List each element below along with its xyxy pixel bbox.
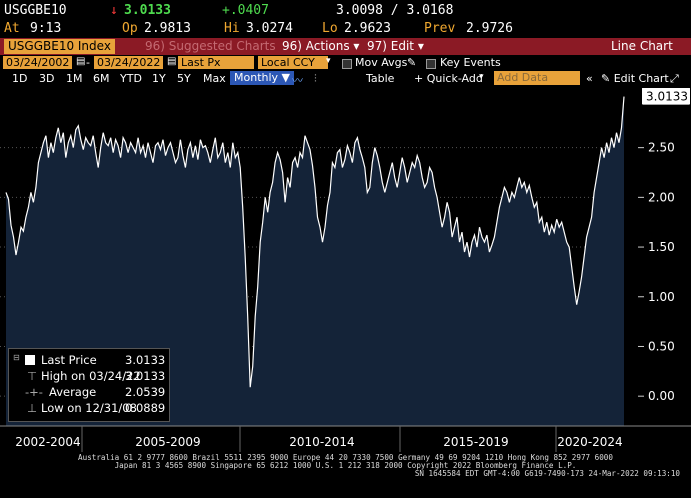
end-date-field[interactable]: 03/24/2022 bbox=[94, 56, 164, 69]
collapse-icon[interactable]: « bbox=[586, 72, 593, 85]
legend-last-value: 3.0133 bbox=[125, 353, 166, 367]
key-events-label: Key Events bbox=[440, 56, 501, 69]
candle-icon[interactable]: ⫶ bbox=[314, 72, 317, 85]
calendar-icon[interactable]: ▤ bbox=[76, 56, 86, 67]
down-arrow-icon: ↓ bbox=[110, 3, 118, 18]
prev-label: Prev bbox=[424, 21, 456, 36]
high-marker-icon: ⊤ bbox=[27, 369, 38, 383]
series-swatch bbox=[25, 355, 35, 365]
frequency-select[interactable]: Monthly ▼ bbox=[230, 71, 295, 85]
chevron-down-icon[interactable]: ▾ bbox=[326, 56, 331, 66]
legend-last-label: Last Price bbox=[41, 353, 97, 367]
chevron-down-icon[interactable]: ▾ bbox=[479, 72, 484, 82]
security-field[interactable]: USGGBE10 Index bbox=[4, 39, 115, 54]
legend-high-label: High on 03/24/22 bbox=[41, 369, 141, 383]
period-1d[interactable]: 1D bbox=[12, 72, 28, 85]
y-tick-label: 2.00 bbox=[648, 190, 675, 204]
edit-menu[interactable]: 97) Edit ▾ bbox=[367, 39, 424, 53]
menu-bar bbox=[0, 38, 691, 55]
period-1y[interactable]: 1Y bbox=[152, 72, 166, 85]
legend-low-value: 0.0889 bbox=[125, 401, 166, 415]
period-ytd[interactable]: YTD bbox=[120, 72, 142, 85]
expand-icon[interactable]: ⤢ bbox=[670, 72, 679, 85]
period-max[interactable]: Max bbox=[203, 72, 226, 85]
legend-high-value: 3.0133 bbox=[125, 369, 166, 383]
bid-ask: 3.0098 / 3.0168 bbox=[336, 3, 454, 18]
actions-label: 96) Actions bbox=[282, 39, 350, 53]
mov-avgs-label: Mov Avgs bbox=[355, 56, 408, 69]
legend-high: ⊤ High on 03/24/22 3.0133 bbox=[9, 369, 169, 384]
table-button[interactable]: Table bbox=[366, 72, 395, 85]
net-change: +.0407 bbox=[222, 3, 269, 18]
currency-select[interactable]: Local CCY bbox=[258, 56, 328, 69]
last-price: 3.0133 bbox=[124, 3, 171, 18]
last-value-box bbox=[642, 88, 690, 105]
actions-menu[interactable]: 96) Actions ▾ bbox=[282, 39, 360, 53]
legend-low-label: Low on 12/31/08 bbox=[41, 401, 137, 415]
key-events-checkbox[interactable] bbox=[426, 59, 436, 69]
chart-type-label: Line Chart bbox=[611, 39, 673, 53]
y-tick-label: 2.50 bbox=[648, 141, 675, 155]
area-fill bbox=[6, 96, 624, 426]
high-label: Hi bbox=[224, 21, 240, 36]
low-marker-icon: ⊥ bbox=[27, 401, 38, 415]
field-select[interactable]: Last Px bbox=[178, 56, 254, 69]
collapse-legend-icon[interactable]: ⊟ bbox=[13, 353, 20, 362]
prev-value: 2.9726 bbox=[466, 21, 513, 36]
frequency-label: Monthly bbox=[234, 71, 279, 84]
add-data-input[interactable]: Add Data bbox=[494, 71, 580, 85]
open-value: 2.9813 bbox=[144, 21, 191, 36]
low-value: 2.9623 bbox=[344, 21, 391, 36]
edit-chart-label: Edit Chart bbox=[613, 72, 669, 85]
x-tick-label: 2010-2014 bbox=[289, 435, 354, 449]
range-bar: 03/24/2002 ▤ - 03/24/2022 ▤ Last Px Loca… bbox=[0, 56, 691, 70]
chart-legend: ⊟ Last Price 3.0133 ⊤ High on 03/24/22 3… bbox=[8, 348, 170, 422]
x-tick-label: 2005-2009 bbox=[135, 435, 200, 449]
low-label: Lo bbox=[322, 21, 338, 36]
y-tick-label: 0.50 bbox=[648, 339, 675, 353]
open-label: Op bbox=[122, 21, 138, 36]
quote-line: USGGBE10 bbox=[4, 3, 67, 20]
edit-chart-button[interactable]: ✎ Edit Chart bbox=[601, 72, 669, 85]
average-marker-icon: -+- bbox=[25, 385, 43, 399]
period-5y[interactable]: 5Y bbox=[177, 72, 191, 85]
quick-add-button[interactable]: + Quick-Add bbox=[414, 72, 483, 85]
period-toolbar: 1D 3D 1M 6M YTD 1Y 5Y Max Monthly ▼ 〰 ⫶ … bbox=[0, 71, 691, 87]
period-1m[interactable]: 1M bbox=[66, 72, 83, 85]
footer-session: SN 1645584 EDT GMT-4:00 G619-7490-173 24… bbox=[414, 469, 680, 478]
at-label: At bbox=[4, 21, 20, 36]
range-dash: - bbox=[86, 56, 90, 69]
footer-contacts: Australia 61 2 9777 8600 Brazil 5511 239… bbox=[78, 453, 613, 462]
high-value: 3.0274 bbox=[246, 21, 293, 36]
mov-avgs-checkbox[interactable] bbox=[342, 59, 352, 69]
line-chart-icon[interactable]: 〰 bbox=[292, 74, 303, 87]
edit-label: 97) Edit bbox=[367, 39, 415, 53]
legend-average: -+- Average 2.0539 bbox=[9, 385, 169, 400]
y-tick-label: 0.00 bbox=[648, 389, 675, 403]
period-6m[interactable]: 6M bbox=[93, 72, 110, 85]
calendar-icon[interactable]: ▤ bbox=[167, 56, 177, 67]
legend-avg-label: Average bbox=[49, 385, 97, 399]
start-date-field[interactable]: 03/24/2002 bbox=[3, 56, 73, 69]
x-tick-label: 2020-2024 bbox=[557, 435, 622, 449]
pencil-icon[interactable]: ✎ bbox=[407, 56, 417, 69]
x-tick-label: 2015-2019 bbox=[443, 435, 508, 449]
price-chart[interactable]: 0.00 0.50 1.00 1.50 2.00 2.50 3.0133 2002-2004 2… bbox=[0, 88, 691, 453]
x-tick-label: 2002-2004 bbox=[15, 435, 80, 449]
series-line bbox=[5, 96, 625, 388]
period-3d[interactable]: 3D bbox=[39, 72, 55, 85]
suggested-charts-button[interactable]: 96) Suggested Charts bbox=[145, 39, 276, 53]
last-value-label: 3.0133 bbox=[646, 90, 688, 104]
y-tick-label: 1.50 bbox=[648, 240, 675, 254]
y-tick-label: 1.00 bbox=[648, 290, 675, 304]
legend-last-price: ⊟ Last Price 3.0133 bbox=[9, 353, 169, 368]
quote-time: 9:13 bbox=[30, 21, 62, 36]
footer-copyright: Japan 81 3 4565 8900 Singapore 65 6212 1… bbox=[114, 461, 577, 470]
legend-low: ⊥ Low on 12/31/08 0.0889 bbox=[9, 401, 169, 416]
legend-avg-value: 2.0539 bbox=[125, 385, 166, 399]
ticker-label: USGGBE10 bbox=[4, 3, 67, 18]
